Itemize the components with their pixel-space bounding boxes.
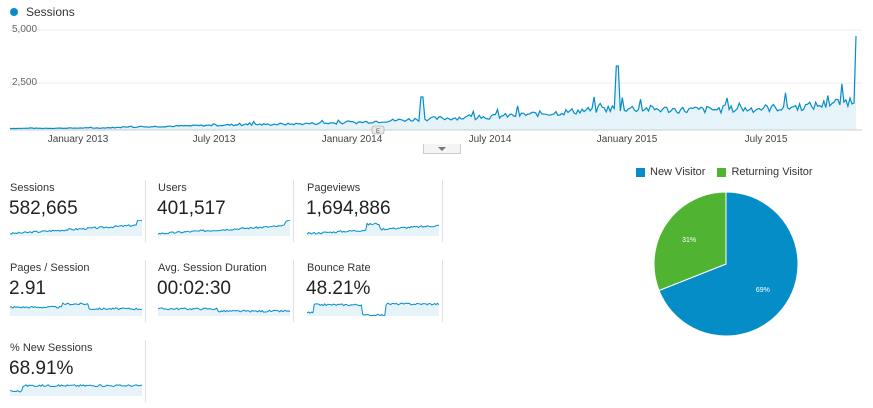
metric-sparkline [158, 307, 290, 316]
y-tick-2500: 2,500 [12, 77, 37, 88]
metric-label: Sessions [10, 182, 55, 194]
metric-sparkline [10, 302, 142, 316]
sparkline-line [10, 383, 142, 393]
legend-item-new-visitor[interactable]: New Visitor [636, 166, 705, 178]
legend-item-returning-visitor[interactable]: Returning Visitor [717, 166, 813, 178]
annotation-marker[interactable]: E [371, 125, 385, 135]
metric-sparkline [158, 220, 290, 236]
sparkline-area [307, 303, 439, 316]
metric-label: Bounce Rate [307, 262, 371, 274]
metric-label: Users [158, 182, 187, 194]
sparkline-line [307, 222, 439, 235]
metric-avg-session-duration[interactable]: Avg. Session Duration 00:02:30 [148, 256, 294, 322]
metric-divider [293, 180, 294, 242]
metric-sparkline [307, 302, 439, 316]
metric-value: 00:02:30 [157, 278, 231, 299]
metric-sparkline [307, 222, 439, 236]
metric-value: 68.91% [9, 358, 74, 379]
metric-divider [442, 260, 443, 322]
metric-label: Pageviews [307, 182, 361, 194]
pie-legend: New Visitor Returning Visitor [636, 166, 813, 178]
metric-sessions[interactable]: Sessions 582,665 [0, 176, 146, 242]
sessions-legend-label: Sessions [26, 5, 75, 19]
metric-value: 48.21% [306, 278, 371, 299]
metric-value: 2.91 [9, 278, 46, 299]
metric-divider [145, 340, 146, 402]
returning-visitor-swatch [717, 167, 727, 177]
sparkline-area [158, 220, 290, 236]
sparkline-line [158, 307, 290, 313]
x-tick-jan-2014: January 2014 [322, 134, 383, 145]
metric-users[interactable]: Users 401,517 [148, 176, 294, 242]
sparkline-line [10, 220, 142, 235]
sparkline-line [10, 302, 142, 311]
metric-new-sessions[interactable]: % New Sessions 68.91% [0, 336, 146, 402]
annotation-marker-label: E [376, 129, 380, 135]
legend-label-returning-visitor: Returning Visitor [731, 166, 813, 178]
sessions-line-chart[interactable]: 5,000 2,500 January 2013 July 2013 Janua… [0, 20, 873, 145]
pie-label-returning-visitor: 31% [682, 237, 696, 244]
chevron-down-icon [438, 146, 446, 151]
sessions-line[interactable] [9, 35, 857, 130]
metric-label: % New Sessions [10, 342, 93, 354]
visitor-pie-chart[interactable]: 69% 31% [652, 190, 800, 338]
metric-value: 401,517 [157, 198, 226, 219]
metric-label: Pages / Session [10, 262, 90, 274]
x-tick-jul-2015: July 2015 [745, 134, 788, 145]
metric-divider [145, 260, 146, 322]
sparkline-area [10, 384, 142, 396]
y-tick-5000: 5,000 [12, 24, 37, 35]
sparkline-area [10, 303, 142, 316]
new-visitor-swatch [636, 167, 645, 177]
metric-divider [293, 260, 294, 322]
pie-slice-new-visitor[interactable] [658, 191, 799, 337]
sessions-area [10, 36, 856, 130]
x-tick-jul-2013: July 2013 [193, 134, 236, 145]
x-tick-jul-2014: July 2014 [469, 134, 512, 145]
metric-sparkline [10, 220, 142, 236]
collapse-chart-toggle[interactable] [423, 144, 461, 154]
metric-value: 582,665 [9, 198, 78, 219]
sparkline-line [158, 220, 290, 235]
main-chart-legend[interactable]: Sessions [10, 5, 75, 19]
metric-divider [442, 180, 443, 242]
legend-label-new-visitor: New Visitor [650, 166, 706, 178]
sparkline-area [307, 223, 439, 236]
metric-label: Avg. Session Duration [158, 262, 267, 274]
metric-divider [145, 180, 146, 242]
metric-value: 1,694,886 [306, 198, 391, 219]
metric-sparkline [10, 383, 142, 396]
metric-pages-per-session[interactable]: Pages / Session 2.91 [0, 256, 146, 322]
x-tick-jan-2013: January 2013 [48, 134, 109, 145]
x-tick-jan-2015: January 2015 [597, 134, 658, 145]
sparkline-area [10, 220, 142, 236]
pie-slice-returning-visitor[interactable] [653, 191, 727, 292]
sessions-legend-dot [10, 8, 18, 16]
pie-label-new-visitor: 69% [756, 287, 770, 294]
metric-pageviews[interactable]: Pageviews 1,694,886 [297, 176, 443, 242]
metric-bounce-rate[interactable]: Bounce Rate 48.21% [297, 256, 443, 322]
sparkline-line [307, 302, 439, 316]
sparkline-area [158, 307, 290, 316]
